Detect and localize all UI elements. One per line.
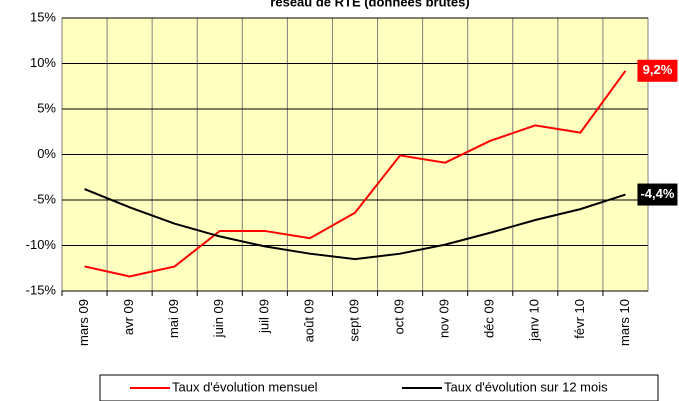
x-tick-label: sept 09: [346, 299, 361, 342]
y-tick-label: 0%: [37, 146, 56, 161]
x-tick-label: févr 10: [572, 299, 587, 339]
x-tick-label: déc 09: [482, 299, 497, 338]
y-tick-label: 10%: [30, 55, 56, 70]
chart-title: réseau de RTE (données brutes): [270, 0, 469, 9]
legend-box: [99, 374, 659, 401]
x-tick-label: août 09: [301, 299, 316, 342]
y-tick-label: 5%: [37, 100, 56, 115]
value-label-box: [637, 183, 678, 206]
x-tick-label: avr 09: [121, 299, 136, 335]
value-label-box: [637, 59, 678, 82]
legend-label: Taux d'évolution mensuel: [172, 379, 318, 394]
x-tick-label: mai 09: [166, 299, 181, 338]
x-tick-label: juin 09: [211, 299, 226, 338]
y-tick-label: -10%: [26, 237, 57, 252]
x-tick-label: mars 09: [76, 299, 91, 346]
y-tick-label: -15%: [26, 282, 57, 297]
x-tick-label: oct 09: [392, 299, 407, 334]
y-tick-label: -5%: [33, 191, 57, 206]
value-label: -4,4%: [640, 186, 674, 201]
x-tick-label: janv 10: [527, 299, 542, 342]
x-tick-label: mars 10: [617, 299, 632, 346]
value-label: 9,2%: [643, 62, 673, 77]
series-line: [84, 188, 626, 261]
x-tick-label: juil 09: [256, 299, 271, 334]
y-tick-label: 15%: [30, 9, 56, 24]
legend-label: Taux d'évolution sur 12 mois: [444, 379, 608, 394]
series-line: [84, 70, 627, 278]
x-tick-label: nov 09: [437, 299, 452, 338]
